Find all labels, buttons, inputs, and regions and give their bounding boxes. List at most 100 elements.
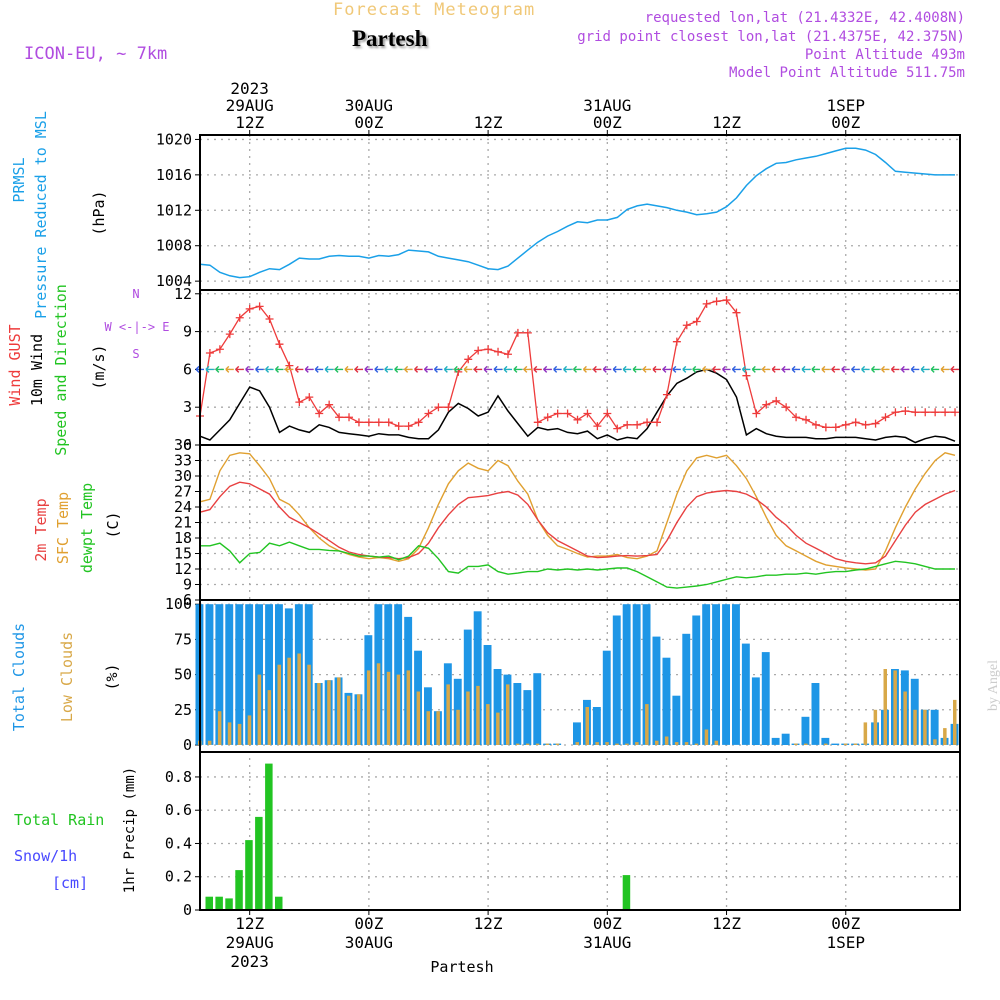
low-cloud-bar (486, 704, 490, 745)
total-cloud-bar (831, 743, 840, 745)
y-tick-label: 3 (183, 398, 192, 416)
gust-marker (424, 409, 433, 418)
snow-label: Snow/1h (14, 847, 77, 865)
wind-direction-arrow (573, 365, 582, 373)
low-cloud-bar (664, 736, 669, 745)
gust-marker (295, 398, 304, 407)
low-cloud-bar (207, 740, 212, 745)
rain-bar (205, 896, 213, 910)
wind-direction-arrow (642, 365, 652, 373)
temp-unit: (C) (104, 511, 122, 538)
total-cloud-bar (632, 604, 641, 745)
total-cloud-bar (573, 722, 581, 745)
time-label-bottom: 12Z (235, 914, 264, 933)
wind-direction-arrow (553, 365, 562, 373)
gust-marker (325, 400, 334, 409)
wind-direction-arrow (523, 365, 532, 373)
total-cloud-bar (463, 629, 472, 745)
gust-marker (623, 420, 632, 429)
wind-direction-arrow (274, 365, 284, 373)
wind-direction-arrow (324, 365, 334, 373)
low-cloud-bar (953, 699, 957, 745)
gust-marker (851, 418, 860, 427)
low-cloud-bar (585, 707, 589, 745)
total-cloud-bar (255, 604, 263, 745)
total-cloud-bar (225, 604, 234, 745)
total-cloud-bar (801, 716, 810, 745)
sfc-line (199, 452, 956, 571)
clouds-unit: (%) (103, 663, 121, 690)
y-tick-label: 9 (183, 576, 192, 594)
low-cloud-bar (625, 743, 629, 745)
gust-marker (285, 361, 294, 370)
wind-direction-arrow (592, 365, 602, 373)
total-cloud-bar (265, 604, 273, 745)
y-tick-label: 75 (174, 630, 192, 648)
low-cloud-bar (247, 715, 252, 745)
gust-marker (921, 408, 930, 417)
wind-direction-arrow (215, 365, 224, 373)
gust-marker (345, 413, 354, 422)
wind-direction-arrow (811, 365, 820, 373)
gust-marker (672, 337, 681, 346)
total-cloud-bar (652, 636, 661, 745)
wind-speed-dir-label: Speed and Direction (52, 284, 70, 456)
gust-marker (633, 420, 642, 429)
total-cloud-bar (215, 604, 224, 745)
total-cloud-bar (761, 652, 770, 745)
total-rain-label: Total Rain (14, 811, 104, 829)
wind-direction-arrow (751, 365, 761, 373)
low-cloud-bar (893, 670, 897, 745)
low-cloud-bar (257, 674, 262, 745)
wind-direction-arrow (245, 365, 254, 373)
wind-gust-label: Wind GUST (6, 324, 24, 405)
low-cloud-bar (496, 712, 500, 745)
total-cloud-bar (473, 611, 482, 745)
low-cloud-bar (287, 657, 291, 745)
low-cloud-bar (933, 739, 937, 745)
low-cloud-bar (376, 663, 381, 745)
low-cloud-bar (267, 690, 272, 745)
gust-marker (414, 418, 423, 427)
panel-frame-5 (199, 751, 961, 911)
wind-direction-arrow (453, 365, 463, 373)
wind-direction-arrow (384, 365, 393, 373)
gust-marker (652, 418, 661, 427)
low-cloud-bar (297, 653, 301, 745)
total-cloud-bar (672, 695, 681, 745)
compass-north: N (132, 287, 139, 301)
wind-direction-arrow (284, 365, 294, 373)
y-tick-label: 0.4 (165, 834, 192, 852)
gust-marker (205, 349, 214, 358)
y-tick-label: 100 (165, 595, 192, 613)
wind-direction-arrow (374, 365, 383, 373)
total-cloud-bar (821, 737, 830, 745)
low-cloud-bar (684, 742, 689, 745)
wind-direction-arrow (731, 365, 741, 373)
wind-direction-arrow (662, 365, 671, 373)
gust-marker (494, 347, 503, 356)
y-tick-label: 0 (183, 436, 192, 454)
gust-marker (941, 408, 950, 417)
low-cloud-bar (714, 740, 719, 745)
y-tick-label: 0 (183, 901, 192, 919)
temp2m-line (199, 481, 956, 565)
wind-direction-arrow (920, 365, 930, 373)
total-cloud-bar (523, 690, 532, 745)
gust-marker (911, 408, 920, 417)
low-cloud-bar (227, 722, 232, 745)
y-tick-label: 1004 (156, 272, 192, 290)
time-label-bottom: 29AUG (226, 933, 274, 952)
low-cloud-bar (456, 709, 460, 745)
time-label-bottom: 30AUG (345, 933, 393, 952)
gust-marker (792, 413, 801, 422)
wind-direction-arrow (672, 365, 681, 373)
wind-direction-arrow (314, 365, 324, 373)
wind-direction-arrow (255, 365, 264, 373)
compass-south: S (132, 347, 139, 361)
time-label-bottom: 00Z (593, 914, 622, 933)
low-cloud-bar (943, 728, 947, 745)
low-cloud-bar (674, 742, 679, 745)
low-cloud-bar (704, 729, 709, 745)
